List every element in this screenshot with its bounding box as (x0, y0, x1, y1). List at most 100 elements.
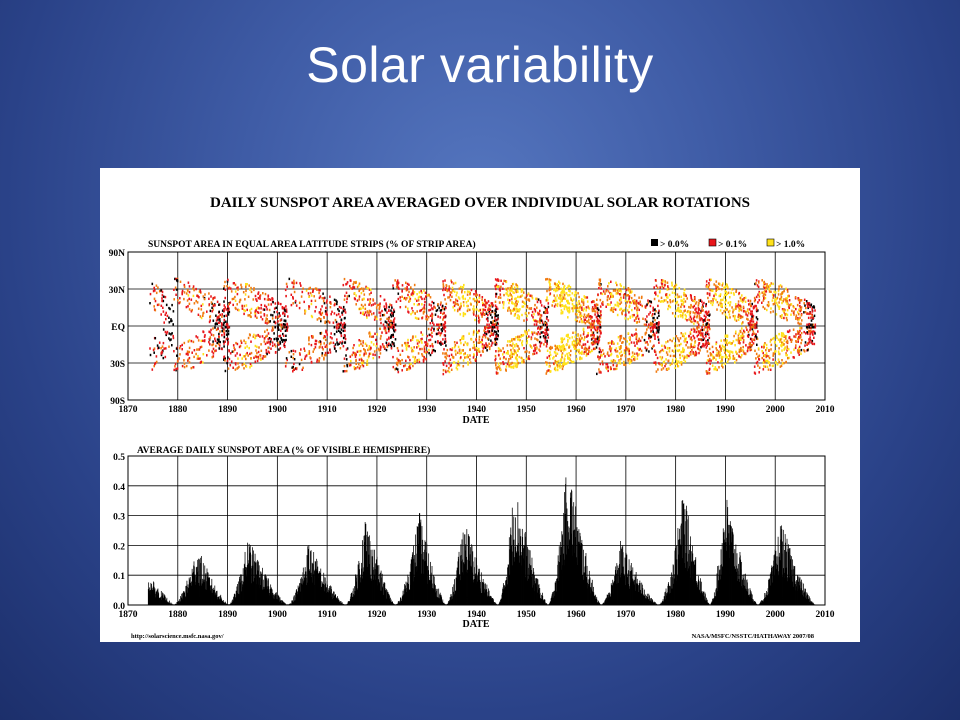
butterfly-point (668, 350, 671, 353)
butterfly-point (197, 307, 200, 310)
butterfly-point (393, 317, 396, 320)
butterfly-point (408, 300, 410, 303)
butterfly-point (295, 281, 298, 285)
butterfly-point (538, 348, 540, 351)
butterfly-point (161, 345, 164, 348)
butterfly-point (607, 369, 609, 373)
butterfly-point (339, 330, 341, 334)
butterfly-point (573, 345, 575, 349)
butterfly-point (556, 345, 559, 348)
butterfly-point (791, 338, 793, 342)
butterfly-point (764, 296, 767, 300)
butterfly-point (596, 307, 599, 310)
butterfly-point (612, 341, 614, 344)
butterfly-point (573, 344, 576, 347)
butterfly-point (484, 308, 487, 312)
butterfly-point (188, 308, 191, 311)
butterfly-point (587, 306, 590, 309)
butterfly-point (197, 295, 199, 298)
butterfly-point (561, 356, 563, 359)
butterfly-point (738, 355, 740, 358)
butterfly-point (314, 342, 316, 346)
butterfly-point (412, 288, 414, 291)
butterfly-point (393, 329, 395, 332)
butterfly-point (660, 358, 663, 361)
butterfly-point (563, 347, 566, 351)
butterfly-point (281, 323, 283, 326)
butterfly-point (753, 300, 756, 303)
butterfly-point (479, 341, 481, 344)
butterfly-point (582, 309, 585, 312)
butterfly-point (509, 354, 511, 358)
butterfly-point (461, 335, 464, 338)
butterfly-point (785, 340, 788, 344)
butterfly-point (698, 314, 701, 318)
butterfly-point (223, 321, 225, 325)
butterfly-point (706, 344, 708, 347)
butterfly-point (334, 318, 337, 322)
butterfly-point (507, 294, 510, 298)
butterfly-point (740, 315, 742, 318)
butterfly-point (340, 318, 343, 322)
butterfly-point (298, 352, 301, 355)
butterfly-point (708, 326, 710, 329)
butterfly-point (442, 326, 445, 329)
butterfly-point (692, 334, 695, 338)
butterfly-point (203, 335, 206, 338)
butterfly-point (734, 361, 736, 364)
butterfly-point (806, 331, 808, 334)
butterfly-point (667, 367, 670, 370)
butterfly-point (413, 346, 415, 349)
butterfly-point (214, 304, 216, 307)
butterfly-point (401, 358, 403, 362)
butterfly-point (579, 356, 581, 359)
butterfly-point (411, 291, 414, 295)
butterfly-point (247, 295, 250, 298)
butterfly-point (227, 341, 230, 344)
butterfly-point (388, 323, 390, 326)
butterfly-point (652, 313, 654, 316)
butterfly-point (692, 311, 695, 314)
butterfly-point (674, 286, 677, 289)
butterfly-point (677, 306, 680, 310)
butterfly-point (225, 333, 228, 336)
butterfly-point (560, 358, 563, 361)
butterfly-point (451, 347, 454, 350)
butterfly-point (727, 291, 730, 294)
butterfly-point (793, 335, 795, 338)
butterfly-point (374, 302, 376, 305)
butterfly-point (810, 319, 813, 322)
butterfly-point (166, 314, 169, 318)
butterfly-point (691, 346, 694, 349)
butterfly-point (352, 351, 355, 354)
butterfly-point (753, 338, 756, 342)
butterfly-point (277, 341, 279, 344)
butterfly-point (446, 354, 448, 357)
butterfly-point (216, 316, 219, 319)
butterfly-point (565, 292, 568, 295)
butterfly-point (724, 301, 726, 304)
butterfly-point (223, 330, 225, 333)
butterfly-point (557, 284, 559, 287)
butterfly-point (712, 355, 714, 358)
butterfly-point (726, 285, 729, 289)
butterfly-point (808, 340, 811, 344)
butterfly-point (408, 295, 411, 299)
butterfly-point (732, 292, 735, 295)
butterfly-point (718, 356, 721, 359)
butterfly-point (638, 320, 641, 323)
butterfly-point (210, 333, 213, 336)
butterfly-x-tick-label: 1880 (168, 405, 187, 415)
butterfly-point (568, 352, 570, 355)
butterfly-point (697, 347, 699, 350)
butterfly-point (523, 319, 525, 322)
butterfly-point (278, 328, 280, 331)
legend-label-black: > 0.0% (660, 240, 689, 250)
butterfly-point (256, 345, 258, 349)
butterfly-point (694, 302, 697, 305)
butterfly-point (206, 310, 208, 313)
butterfly-point (406, 297, 408, 300)
butterfly-point (752, 323, 755, 326)
butterfly-point (564, 297, 567, 300)
